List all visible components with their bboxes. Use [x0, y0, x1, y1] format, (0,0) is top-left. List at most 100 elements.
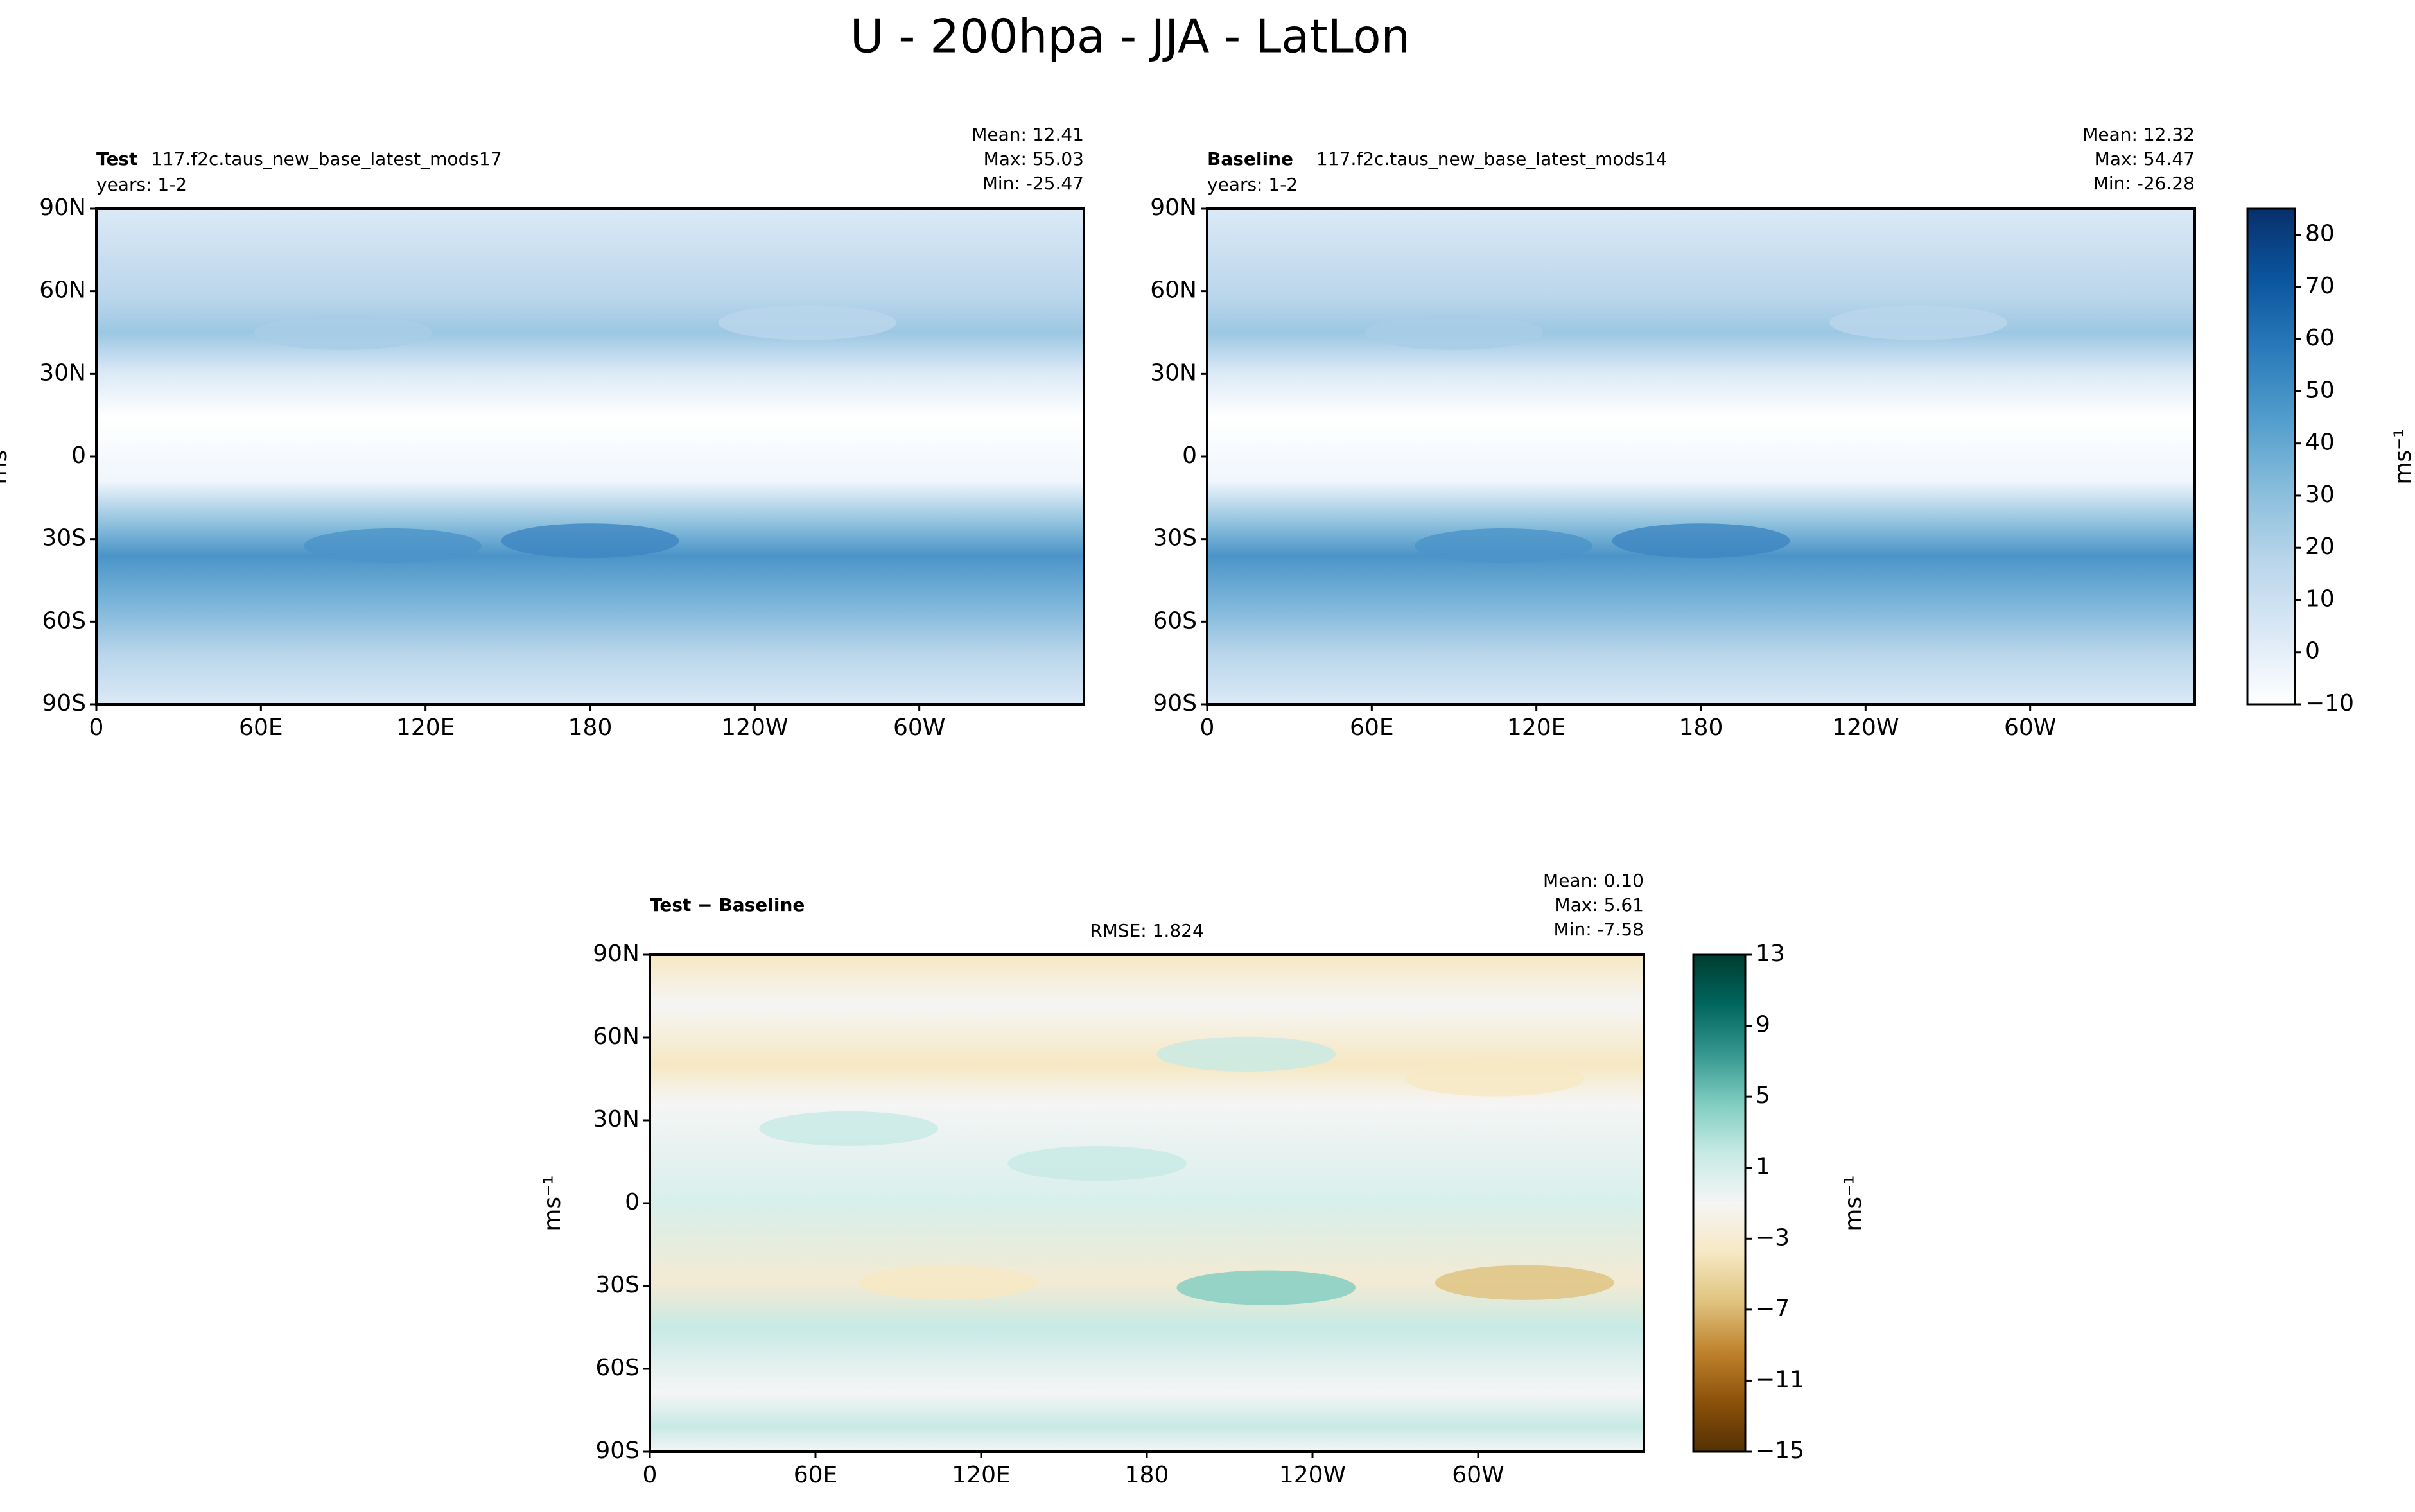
colorbar-tick-label: 20: [2305, 534, 2335, 560]
lon-tick-label: 120W: [1832, 715, 1899, 741]
lon-tick-label: 60W: [893, 715, 945, 741]
field-blob: [1405, 1061, 1585, 1097]
lat-tick-label: 0: [71, 442, 86, 469]
lat-tick-label: 90N: [39, 195, 86, 221]
colorbar-tick-label: 60: [2305, 325, 2335, 351]
lat-tick-label: 60N: [39, 277, 86, 304]
lat-tick-label: 60S: [595, 1355, 640, 1381]
stat: Min: -7.58: [1554, 919, 1644, 940]
rmse: RMSE: 1.824: [1090, 920, 1204, 941]
lat-tick-label: 90N: [593, 941, 640, 967]
colorbar-tick-label: −7: [1756, 1296, 1790, 1322]
colorbar-tick-label: 70: [2305, 273, 2335, 299]
colorbar-tick-label: 30: [2305, 482, 2335, 508]
colorbar-tick-label: 80: [2305, 221, 2335, 247]
stat: Mean: 12.32: [2082, 124, 2195, 145]
lon-tick-label: 120E: [1507, 715, 1565, 741]
lon-tick-label: 120E: [952, 1462, 1010, 1488]
stat: Min: -25.47: [982, 173, 1084, 194]
panel-name: Test: [96, 148, 137, 169]
colorbar-tick-label: 0: [2305, 638, 2320, 665]
panel-name: Test − Baseline: [650, 894, 805, 916]
lat-tick-label: 90N: [1150, 195, 1197, 221]
lat-tick-label: 30S: [42, 525, 86, 552]
lat-tick-label: 30N: [593, 1106, 640, 1133]
field-blob: [1176, 1270, 1356, 1305]
field-blob: [859, 1265, 1038, 1300]
field-blob: [1365, 315, 1543, 351]
lat-tick-label: 30N: [1150, 360, 1197, 386]
lat-tick-label: 60S: [42, 607, 86, 634]
colorbar-tick-label: 10: [2305, 586, 2335, 612]
lon-tick-label: 0: [1200, 715, 1215, 741]
lon-tick-label: 120W: [1279, 1462, 1346, 1488]
field-blob: [1414, 528, 1592, 563]
y-axis-label: ms⁻¹: [539, 1175, 566, 1231]
field-blob: [501, 523, 679, 559]
field-blob: [1434, 1265, 1614, 1300]
field-blob: [759, 1111, 938, 1146]
case-name: 117.f2c.taus_new_base_latest_mods17: [151, 148, 502, 169]
lat-tick-label: 90S: [595, 1438, 640, 1464]
field-blob: [1156, 1036, 1336, 1072]
lat-tick-label: 30S: [1153, 525, 1197, 552]
colorbar-tick-label: 9: [1756, 1012, 1770, 1038]
lon-tick-label: 60W: [2004, 715, 2056, 741]
lon-tick-label: 180: [1125, 1462, 1169, 1488]
field-blob: [718, 305, 896, 340]
colorbar-tick-label: 40: [2305, 430, 2335, 456]
lat-tick-label: 0: [1182, 442, 1197, 469]
years: years: 1-2: [1207, 174, 1298, 195]
field-blob: [254, 315, 432, 351]
years: years: 1-2: [96, 174, 187, 195]
lon-tick-label: 60W: [1452, 1462, 1504, 1488]
lat-tick-label: 30N: [39, 360, 86, 386]
map-field: [650, 955, 1644, 1452]
map-field: [96, 209, 1084, 704]
lat-tick-label: 90S: [1153, 690, 1197, 717]
colorbar-tick-label: −15: [1756, 1438, 1804, 1464]
lat-tick-label: 0: [625, 1189, 640, 1215]
colorbar-tick-label: 50: [2305, 377, 2335, 403]
lon-tick-label: 60E: [239, 715, 283, 741]
lon-tick-label: 0: [643, 1462, 658, 1488]
lon-tick-label: 180: [1679, 715, 1723, 741]
colorbar: [1692, 953, 1747, 1453]
y-axis-label: ms⁻¹: [0, 428, 12, 484]
stat: Max: 54.47: [2095, 148, 2195, 169]
lon-tick-label: 180: [568, 715, 613, 741]
stat: Max: 5.61: [1555, 894, 1644, 916]
colorbar-tick-label: −3: [1756, 1224, 1790, 1251]
colorbar-tick-label: 1: [1756, 1154, 1770, 1180]
stat: Mean: 12.41: [972, 124, 1084, 145]
field-blob: [1007, 1145, 1187, 1181]
field-blob: [1829, 305, 2007, 340]
field-blob: [1612, 523, 1790, 559]
lon-tick-label: 60E: [794, 1462, 838, 1488]
lat-tick-label: 60N: [593, 1023, 640, 1050]
stat: Mean: 0.10: [1543, 870, 1644, 891]
colorbar-label: ms⁻¹: [1840, 1175, 1867, 1231]
lon-tick-label: 120W: [721, 715, 788, 741]
lat-tick-label: 30S: [595, 1272, 640, 1298]
stat: Min: -26.28: [2093, 173, 2195, 194]
colorbar-tick-label: −10: [2305, 690, 2354, 717]
case-name: 117.f2c.taus_new_base_latest_mods14: [1316, 148, 1668, 169]
colorbar-tick-label: 13: [1756, 941, 1785, 967]
lat-tick-label: 60N: [1150, 277, 1197, 304]
panel-name: Baseline: [1207, 148, 1293, 169]
lat-tick-label: 60S: [1153, 607, 1197, 634]
lon-tick-label: 0: [89, 715, 104, 741]
colorbar-label: ms⁻¹: [2390, 428, 2415, 484]
lat-tick-label: 90S: [42, 690, 86, 717]
map-field: [1207, 209, 2195, 704]
stat: Max: 55.03: [984, 148, 1084, 169]
colorbar: [2246, 207, 2296, 706]
colorbar-tick-label: −11: [1756, 1366, 1804, 1393]
colorbar-tick-label: 5: [1756, 1082, 1770, 1109]
lon-tick-label: 60E: [1350, 715, 1394, 741]
figure-title: U - 200hpa - JJA - LatLon: [850, 10, 1410, 64]
field-blob: [303, 528, 482, 563]
lon-tick-label: 120E: [396, 715, 455, 741]
